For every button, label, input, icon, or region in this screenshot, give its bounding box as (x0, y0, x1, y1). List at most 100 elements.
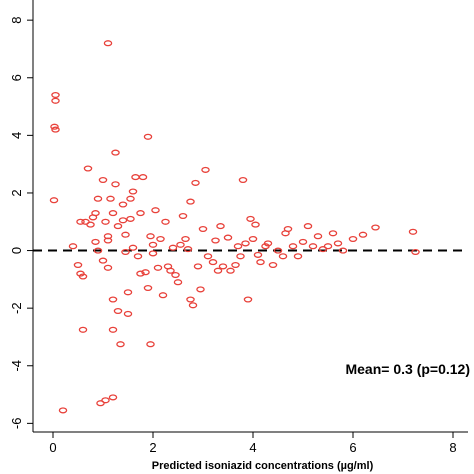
data-point (103, 237, 113, 244)
data-point (133, 253, 143, 260)
data-point (156, 235, 165, 243)
data-point (148, 250, 158, 257)
data-point (83, 165, 93, 172)
data-point (231, 261, 240, 269)
mean-annotation: Mean= 0.3 (p=0.12) (345, 361, 470, 377)
data-point (51, 91, 60, 99)
data-point (143, 133, 153, 140)
data-point (91, 238, 100, 245)
y-tick-label: 2 (9, 189, 24, 196)
data-point (68, 243, 78, 250)
data-point (238, 176, 248, 184)
data-point (203, 253, 213, 260)
data-point (408, 228, 418, 235)
data-point (411, 248, 420, 256)
data-point (243, 296, 253, 303)
data-point (298, 238, 308, 245)
data-point (121, 231, 130, 238)
data-point (123, 289, 133, 296)
data-point (183, 246, 193, 253)
data-point (78, 273, 88, 280)
data-point (248, 235, 258, 243)
data-point (186, 296, 195, 303)
data-point (198, 225, 208, 233)
data-point (151, 207, 160, 214)
data-point (191, 179, 200, 186)
data-point (338, 247, 348, 254)
data-point (313, 233, 323, 240)
data-point (143, 284, 153, 292)
data-point (168, 244, 178, 251)
data-point (158, 292, 168, 299)
data-point (201, 166, 210, 173)
data-point (178, 212, 188, 220)
data-point (303, 223, 313, 230)
data-point (111, 181, 120, 188)
data-point (103, 40, 113, 47)
y-tick-label: -2 (9, 302, 24, 314)
data-point (128, 188, 138, 195)
data-point (358, 231, 368, 238)
data-point (138, 174, 148, 181)
data-point (128, 244, 138, 251)
data-point (211, 237, 220, 244)
data-point (98, 257, 108, 264)
data-point (193, 263, 203, 270)
data-point (218, 263, 228, 270)
data-point (246, 215, 255, 222)
data-point (101, 397, 110, 404)
data-point (188, 302, 198, 309)
data-point (233, 243, 243, 250)
data-point (173, 279, 183, 286)
data-point (256, 259, 265, 266)
data-point (113, 223, 123, 230)
data-point (181, 235, 190, 243)
y-tick-label: 6 (9, 74, 24, 81)
data-point (253, 251, 263, 258)
data-point (148, 241, 158, 248)
data-point (348, 235, 358, 243)
data-point (328, 230, 338, 237)
data-point (118, 201, 128, 208)
data-point (58, 407, 68, 414)
data-point (171, 271, 180, 279)
data-point (121, 248, 130, 256)
data-point (283, 225, 293, 233)
data-point (146, 233, 155, 240)
data-point (236, 253, 245, 260)
y-axis: -6 -4 -2 0 2 4 6 8 (9, 17, 33, 429)
data-point (323, 243, 333, 250)
data-point (131, 174, 140, 181)
data-point (136, 210, 145, 217)
data-point (263, 240, 273, 247)
x-tick-label: 4 (249, 440, 256, 455)
data-point (371, 224, 380, 231)
data-point (108, 210, 118, 217)
x-tick-label: 0 (49, 440, 56, 455)
data-points (49, 40, 420, 414)
data-point (51, 126, 60, 133)
data-point (50, 123, 59, 130)
data-point (93, 247, 103, 254)
x-tick-label: 2 (149, 440, 156, 455)
data-point (293, 253, 303, 260)
data-point (153, 264, 163, 271)
data-point (226, 267, 235, 274)
data-point (93, 195, 103, 202)
data-point (288, 243, 298, 250)
data-point (141, 269, 150, 276)
plot-frame (32, 0, 468, 433)
data-point (76, 218, 85, 225)
data-point (308, 243, 318, 250)
data-point (113, 307, 123, 315)
data-point (136, 270, 145, 277)
data-point (176, 241, 185, 248)
data-point (126, 195, 135, 202)
data-point (73, 261, 83, 269)
data-point (216, 223, 225, 230)
data-point (333, 240, 343, 247)
data-point (49, 197, 59, 204)
data-point (78, 326, 88, 333)
data-point (118, 217, 128, 224)
